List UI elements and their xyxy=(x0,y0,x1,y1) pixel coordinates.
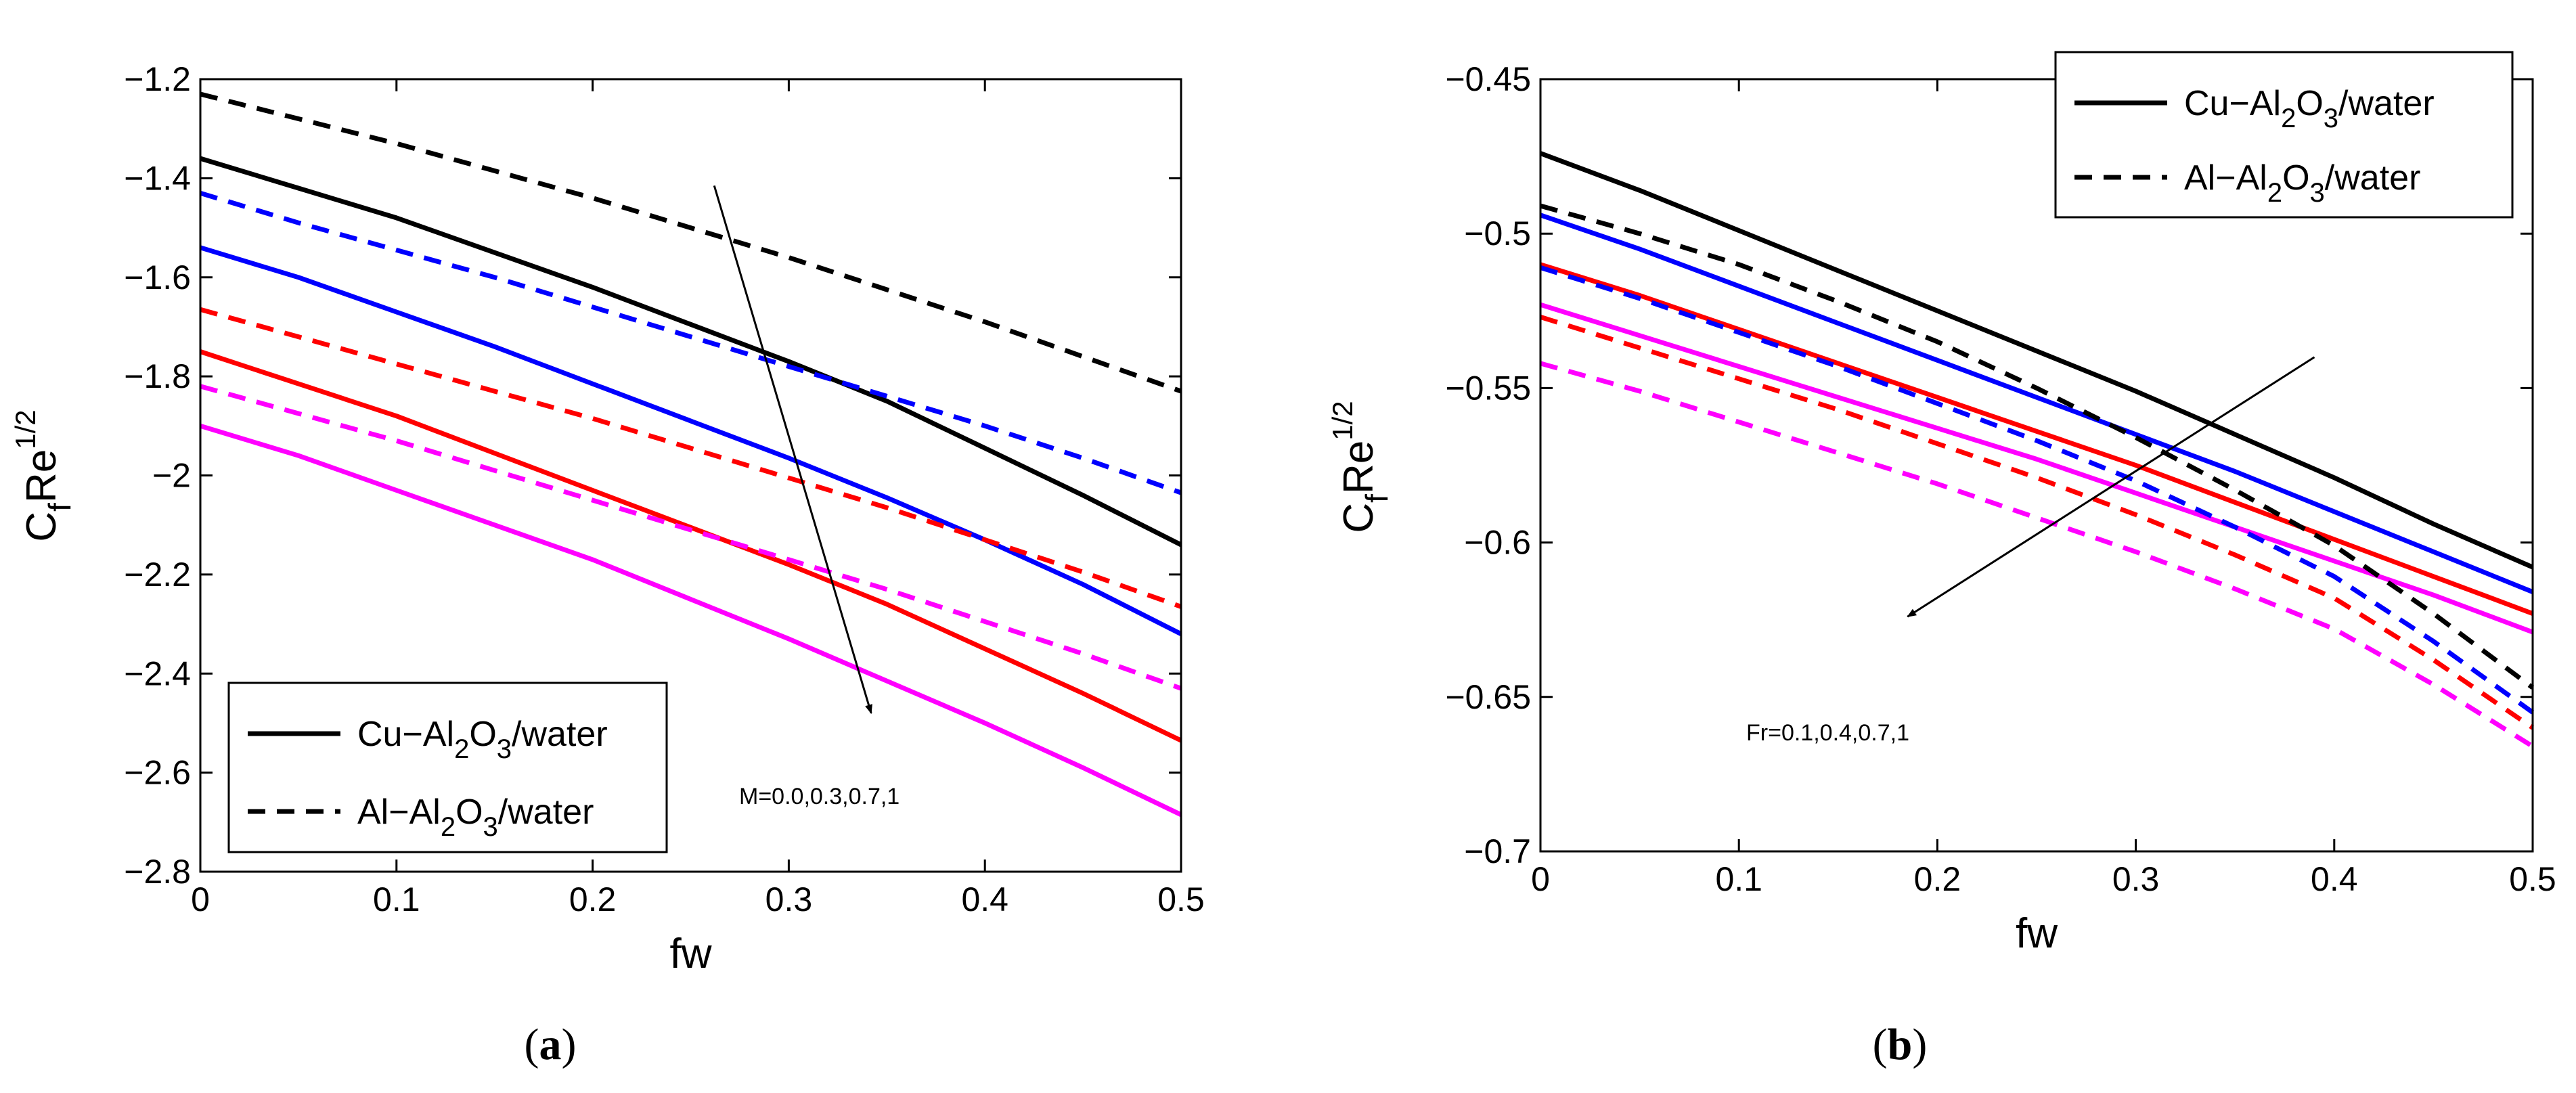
panel-a-x-tick-label: 0.4 xyxy=(961,880,1008,918)
panel-a-y-tick-label: −2.8 xyxy=(124,853,191,891)
panel-b-series-line-al-6: Al-Al2O3/water Fr=0.7 xyxy=(1539,315,2534,730)
panel-b-series-line-cu-3: Cu-Al2O3/water Fr=1 xyxy=(1539,302,2534,635)
panel-a-y-axis-label: CfRe1/2 xyxy=(9,409,77,541)
chart-panel-b: Cu-Al2O3/water Fr=0.1Cu-Al2O3/water Fr=0… xyxy=(1327,51,2556,1069)
panel-b-series-line-al-4: Al-Al2O3/water Fr=0.1 xyxy=(1540,203,2535,690)
panel-b-x-tick-label: 0.5 xyxy=(2509,860,2556,898)
panel-a-caption: (a) xyxy=(525,1020,577,1069)
panel-b-y-axis-label: CfRe1/2 xyxy=(1327,401,1394,533)
panel-a-y-tick-label: −2.2 xyxy=(124,556,191,594)
panel-b-y-tick-label: −0.6 xyxy=(1464,524,1531,562)
panel-b-x-axis-label: fw xyxy=(2016,910,2058,957)
panel-a-x-tick-label: 0 xyxy=(191,880,210,918)
panel-a-y-tick-label: −1.2 xyxy=(124,60,191,98)
panel-b-y-tick-label: −0.7 xyxy=(1464,832,1531,870)
panel-b-legend-label-solid: Cu−Al2O3/water xyxy=(2184,84,2435,133)
panel-a-legend: Cu−Al2O3/water Al−Al2O3/water xyxy=(227,682,668,853)
panel-b-series-line-cu-1: Cu-Al2O3/water Fr=0.4 xyxy=(1539,213,2534,594)
panel-b-series-line-cu-0: Cu-Al2O3/water Fr=0.1 xyxy=(1539,151,2534,570)
panel-a-y-tick-label: −2.4 xyxy=(124,654,191,692)
panel-b-x-tick-label: 0 xyxy=(1531,860,1550,898)
panel-b-legend-label-dashed: Al−Al2O3/water xyxy=(2184,158,2420,208)
panel-b-series-line-cu-2: Cu-Al2O3/water Fr=0.7 xyxy=(1539,262,2534,616)
panel-a-series-line-cu-1: Cu-Al2O3/water M=0.3 xyxy=(199,245,1182,636)
panel-a-series-line-al-7: Al-Al2O3/water M=1 xyxy=(200,384,1182,691)
panel-a-y-tick-label: −1.6 xyxy=(124,259,191,296)
panel-a-y-tick-label: −1.8 xyxy=(124,357,191,395)
panel-a-legend-label-solid: Cu−Al2O3/water xyxy=(357,715,608,764)
panel-b-trend-arrow xyxy=(1907,356,2315,618)
panel-a-x-axis-label: fw xyxy=(670,931,712,977)
panel-b-x-tick-label: 0.3 xyxy=(2112,860,2160,898)
panel-a-y-tick-label: −2.6 xyxy=(124,754,191,792)
panel-a-y-tick-label: −2 xyxy=(152,457,191,495)
panel-b-legend: Cu−Al2O3/water Al−Al2O3/water xyxy=(2054,51,2514,219)
panel-a-x-tick-label: 0.1 xyxy=(373,880,420,918)
panel-b-annotation: Fr=0.1,0.4,0.7,1 xyxy=(1746,720,1909,746)
panel-a-trend-arrow xyxy=(713,185,872,715)
panel-a-series-line-cu-3: Cu-Al2O3/water M=1 xyxy=(199,423,1182,817)
panel-a-legend-box xyxy=(227,682,668,853)
panel-a-series-line-cu-2: Cu-Al2O3/water M=0.7 xyxy=(199,349,1182,743)
panel-b-x-tick-label: 0.1 xyxy=(1715,860,1762,898)
panel-a-x-tick-label: 0.3 xyxy=(765,880,813,918)
panel-b-y-tick-label: −0.5 xyxy=(1464,215,1531,252)
panel-a-legend-label-dashed: Al−Al2O3/water xyxy=(357,793,594,842)
panel-a-x-tick-label: 0.5 xyxy=(1157,880,1205,918)
chart-panel-a: Cu-Al2O3/water M=0.0Cu-Al2O3/water M=0.3… xyxy=(9,60,1205,1069)
panel-b-y-tick-label: −0.45 xyxy=(1445,60,1531,98)
panel-b-axes-box xyxy=(1539,78,2534,853)
panel-a-series-line-al-5: Al-Al2O3/water M=0.3 xyxy=(199,190,1182,495)
panel-b-legend-box xyxy=(2054,51,2514,219)
panel-a-y-tick-label: −1.4 xyxy=(124,159,191,197)
panel-b-series-line-al-5: Al-Al2O3/water Fr=0.4 xyxy=(1539,265,2535,715)
panel-b-y-tick-label: −0.65 xyxy=(1445,678,1531,716)
panel-a-series-line-cu-0: Cu-Al2O3/water M=0.0 xyxy=(199,156,1182,548)
panel-b-x-tick-label: 0.2 xyxy=(1914,860,1961,898)
panel-a-series-line-al-6: Al-Al2O3/water M=0.7 xyxy=(200,307,1182,609)
panel-b-series-line-al-7: Al-Al2O3/water Fr=1 xyxy=(1540,361,2534,749)
panel-b-y-tick-label: −0.55 xyxy=(1445,369,1531,407)
panel-b-x-tick-label: 0.4 xyxy=(2311,860,2358,898)
panel-a-x-tick-label: 0.2 xyxy=(569,880,617,918)
panel-a-series-line-al-4: Al-Al2O3/water M=0.0 xyxy=(200,91,1182,394)
panel-a-annotation: M=0.0,0.3,0.7,1 xyxy=(739,784,900,809)
panel-b-caption: (b) xyxy=(1873,1020,1928,1069)
